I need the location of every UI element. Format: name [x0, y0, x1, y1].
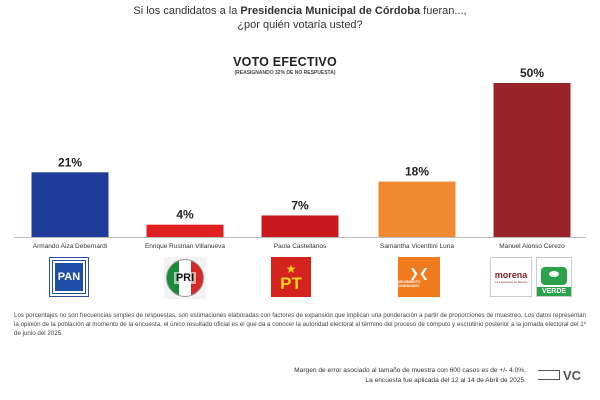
- survey-details: Margen de error asociado al tamaño de mu…: [196, 366, 526, 386]
- pt-logo-text: PT: [280, 273, 302, 293]
- toucan-icon: [541, 267, 567, 285]
- pri-logo-text: PRI: [173, 272, 197, 284]
- survey-question: Si los candidatos a la Presidencia Munic…: [0, 4, 600, 32]
- question-line-1: Si los candidatos a la Presidencia Munic…: [133, 5, 467, 17]
- pt-logo-icon: ★ PT: [271, 257, 311, 297]
- morena-logo-text: morena: [494, 270, 528, 280]
- pan-logo-text: PAN: [52, 260, 86, 294]
- candidate-name-3: Samantha Vicenttini Luna: [380, 243, 454, 250]
- pri-logo-icon: PRI: [164, 257, 206, 299]
- brand-mark-icon: [538, 370, 560, 380]
- bar-label-4: 50%: [520, 66, 544, 80]
- pan-logo-icon: PAN: [49, 257, 89, 297]
- verde-logo-text: VERDE: [537, 287, 571, 296]
- margin-of-error: Margen de error asociado al tamaño de mu…: [294, 367, 526, 374]
- verde-logo-icon: VERDE: [536, 257, 572, 297]
- bar-label-3: 18%: [405, 165, 429, 179]
- question-line-2: ¿por quién votaría usted?: [237, 19, 363, 31]
- candidate-name-1: Enrique Rustrian Villanueva: [144, 243, 226, 250]
- bar-label-0: 21%: [58, 155, 82, 169]
- brand-text: VC: [563, 367, 582, 383]
- pollster-brand: VC: [538, 367, 600, 383]
- bar-label-1: 4%: [176, 208, 194, 222]
- methodology-note: Los porcentajes no son frecuencias simpl…: [14, 312, 586, 337]
- mc-logo-text: MOVIMIENTO CIUDADANO: [398, 279, 421, 288]
- morena-logo-subtext: La esperanza de México: [494, 280, 528, 284]
- bar-1: [146, 224, 224, 237]
- mc-logo-icon: ❯❮ MOVIMIENTO CIUDADANO: [398, 257, 440, 297]
- question-bold: Presidencia Municipal de Córdoba: [240, 5, 421, 17]
- candidate-name-0: Armando Aiza Debernardi: [32, 243, 108, 250]
- candidate-name-2: Paola Castellanos: [273, 243, 327, 250]
- bar-3: [378, 181, 456, 237]
- chart-title: VOTO EFECTIVO: [233, 55, 337, 69]
- chart-subtitle: (REASIGNANDO 32% DE NO RESPUESTA): [234, 70, 336, 76]
- mc-bird-icon: ❯❮: [408, 265, 430, 280]
- pt-star-icon: ★: [285, 261, 297, 276]
- candidate-name-4: Manuel Alonso Cerezo: [499, 243, 565, 250]
- bar-2: [261, 215, 339, 237]
- bar-0: [31, 172, 109, 237]
- survey-dates: La encuesta fue aplicada del 12 al 14 de…: [365, 377, 526, 384]
- morena-logo-icon: morena La esperanza de México: [490, 257, 532, 297]
- bar-4: [493, 83, 571, 237]
- pri-logo-ring: PRI: [166, 259, 204, 297]
- bar-label-2: 7%: [291, 198, 309, 212]
